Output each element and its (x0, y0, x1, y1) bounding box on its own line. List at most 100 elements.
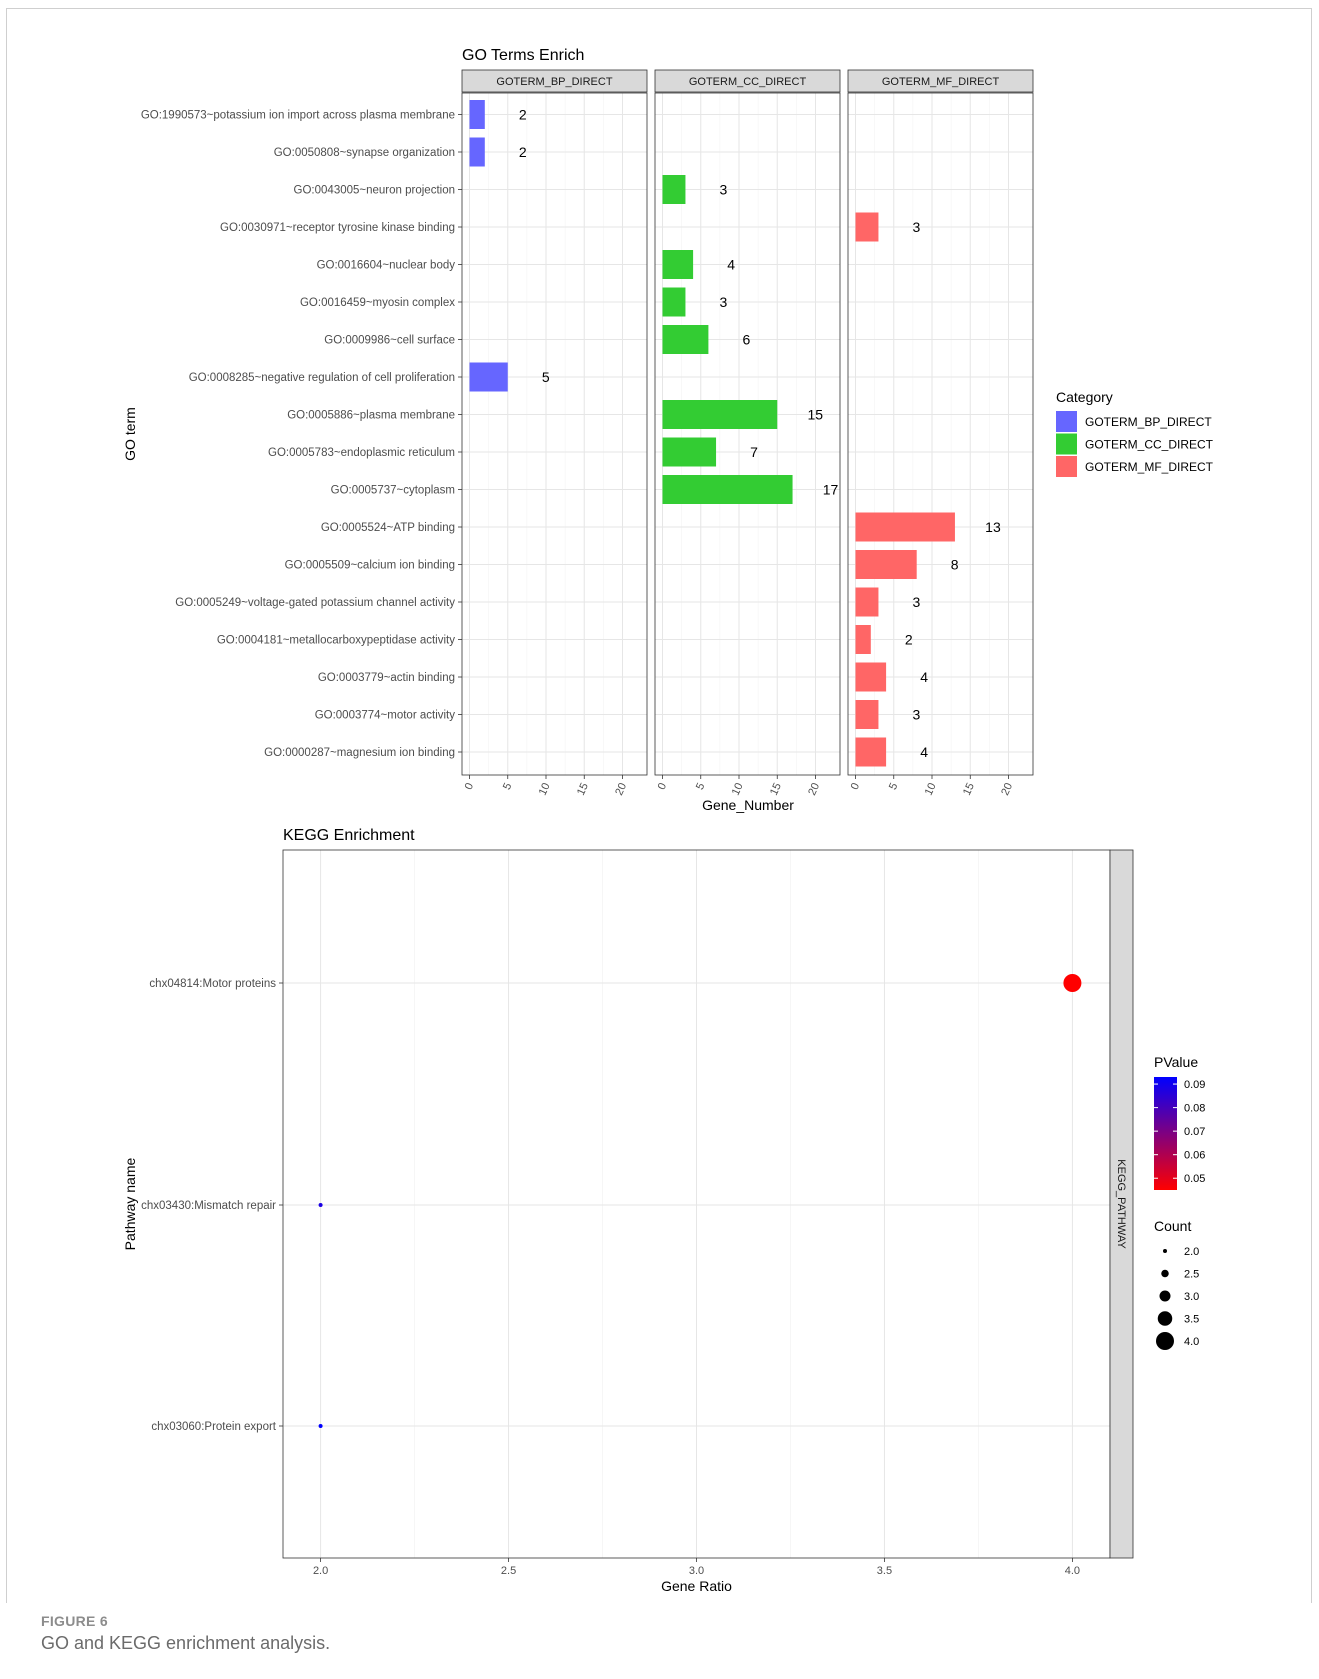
figure-chart-canvas: GO Terms Enrich GOTERM_BP_DIRECT 2 2 5 0 5 10 15… (122, 47, 1214, 1594)
bar-go-0050808-synapse-organization (469, 137, 485, 167)
bar-value-label: 8 (951, 557, 959, 573)
go-chart-title: GO Terms Enrich (462, 47, 584, 64)
kegg-y-axis-title: Pathway name (122, 1157, 138, 1250)
x-tick-label: 5 (694, 781, 707, 792)
y-tick-label-go-0004181-metallocarboxypeptidase-activity: GO:0004181~metallocarboxypeptidase activ… (217, 635, 455, 647)
bar-go-0030971-receptor-tyrosine-kinase-binding (855, 212, 879, 242)
x-tick-label: 15 (768, 781, 784, 797)
x-tick-label: 10 (730, 781, 746, 797)
y-tick-label-go-0005249-voltage-gated-potassium-channel-activity: GO:0005249~voltage-gated potassium chann… (175, 597, 455, 609)
x-tick-label: 0 (463, 781, 476, 792)
figure-frame (6, 8, 1312, 1603)
count-legend-dot (1161, 1269, 1169, 1278)
facet-panel-border (847, 92, 1034, 776)
x-tick-label: 0 (656, 781, 669, 792)
bar-go-0000287-magnesium-ion-binding (855, 737, 887, 767)
y-tick-label-go-0005783-endoplasmic-reticulum: GO:0005783~endoplasmic reticulum (268, 447, 455, 459)
bar-go-0005737-cytoplasm (662, 475, 793, 504)
x-tick-label: 10 (923, 781, 939, 797)
kegg-x-axis-title: Gene Ratio (661, 1578, 732, 1594)
colorbar-tick-label: 0.09 (1184, 1079, 1205, 1091)
bar-value-label: 5 (542, 369, 550, 385)
bar-value-label: 2 (905, 632, 913, 648)
go-terms-chart: GO Terms Enrich GOTERM_BP_DIRECT 2 2 5 0 5 10 15… (122, 47, 1214, 813)
count-legend-label: 4.0 (1184, 1336, 1199, 1348)
count-legend-dot (1163, 1249, 1167, 1253)
bar-value-label: 2 (519, 107, 527, 123)
facet-panel-bg (848, 93, 1033, 775)
kegg-facet-strip (1109, 849, 1134, 1559)
facet-strip-label: GOTERM_CC_DIRECT (689, 76, 807, 88)
facet-panel-border (461, 92, 648, 776)
y-tick-label-go-1990573-potassium-ion-import-across-plasma-membrane: GO:1990573~potassium ion import across p… (141, 110, 455, 122)
x-tick-label: 5 (501, 781, 514, 792)
x-tick-label: 3.0 (689, 1565, 704, 1577)
legend-swatch-goterm-cc-direct (1056, 433, 1077, 455)
bar-go-0004181-metallocarboxypeptidase-activity (855, 625, 871, 654)
x-tick-label: 10 (537, 781, 553, 797)
bar-value-label: 13 (985, 519, 1001, 535)
y-tick-label-go-0016604-nuclear-body: GO:0016604~nuclear body (317, 260, 456, 272)
y-tick-label-go-0043005-neuron-projection: GO:0043005~neuron projection (294, 185, 455, 197)
facet-strip-goterm-mf-direct (847, 69, 1034, 93)
facet-strip-label: GOTERM_BP_DIRECT (496, 76, 612, 88)
legend-swatch-goterm-bp-direct (1056, 411, 1077, 432)
x-tick-label: 0 (849, 781, 862, 792)
bar-go-1990573-potassium-ion-import-across-plasma-membrane (469, 100, 485, 129)
bar-value-label: 6 (743, 332, 751, 348)
facet-panel-bg (462, 93, 647, 775)
count-legend-dot (1156, 1332, 1174, 1350)
bar-value-label: 7 (750, 444, 758, 460)
go-x-axis-title: Gene_Number (702, 797, 794, 813)
point-chx03430-mismatch-repair (318, 1203, 323, 1207)
y-tick-label-go-0005886-plasma-membrane: GO:0005886~plasma membrane (287, 410, 455, 422)
y-tick-label-go-0008285-negative-regulation-of-cell-proliferation: GO:0008285~negative regulation of cell p… (189, 372, 455, 384)
legend-label: GOTERM_MF_DIRECT (1085, 460, 1214, 474)
bar-value-label: 3 (913, 594, 921, 610)
count-legend-dot (1159, 1290, 1171, 1302)
y-tick-label-go-0005524-atp-binding: GO:0005524~ATP binding (321, 522, 455, 534)
legend-label: GOTERM_BP_DIRECT (1085, 415, 1212, 429)
facet-panel-bg (655, 93, 840, 775)
bar-go-0005509-calcium-ion-binding (855, 550, 917, 579)
colorbar-tick-label: 0.05 (1184, 1173, 1205, 1185)
colorbar-tick-label: 0.07 (1184, 1126, 1205, 1138)
y-tick-label-go-0050808-synapse-organization: GO:0050808~synapse organization (274, 147, 455, 159)
facet-strip-goterm-cc-direct (654, 69, 841, 93)
x-tick-label: 2.5 (501, 1565, 516, 1577)
point-chx04814-motor-proteins (1063, 974, 1082, 992)
pvalue-colorbar (1154, 1077, 1177, 1190)
y-tick-label-chx03060-protein-export: chx03060:Protein export (151, 1421, 276, 1433)
colorbar-tick-label: 0.06 (1184, 1150, 1205, 1162)
y-tick-label-go-0003774-motor-activity: GO:0003774~motor activity (315, 710, 456, 722)
y-tick-label-go-0005737-cytoplasm: GO:0005737~cytoplasm (331, 485, 455, 497)
kegg-chart-title: KEGG Enrichment (283, 827, 415, 844)
x-tick-label: 4.0 (1065, 1565, 1080, 1577)
bar-value-label: 17 (823, 482, 839, 498)
facet-strip-goterm-bp-direct (461, 69, 648, 93)
pvalue-legend-title: PValue (1154, 1054, 1198, 1070)
bar-value-label: 4 (727, 257, 735, 273)
bar-go-0008285-negative-regulation-of-cell-proliferation (469, 362, 508, 392)
x-tick-label: 20 (999, 781, 1015, 797)
bar-value-label: 3 (913, 219, 921, 235)
bar-go-0005783-endoplasmic-reticulum (662, 437, 717, 467)
bar-go-0009986-cell-surface (662, 325, 709, 354)
count-legend-title: Count (1154, 1218, 1191, 1234)
bar-go-0016604-nuclear-body (662, 250, 694, 279)
count-legend-label: 3.0 (1184, 1291, 1199, 1303)
go-legend-title: Category (1056, 389, 1113, 405)
bar-go-0005249-voltage-gated-potassium-channel-activity (855, 587, 879, 617)
y-tick-label-go-0016459-myosin-complex: GO:0016459~myosin complex (300, 297, 455, 309)
x-tick-label: 3.5 (877, 1565, 892, 1577)
y-tick-label-go-0030971-receptor-tyrosine-kinase-binding: GO:0030971~receptor tyrosine kinase bind… (220, 222, 455, 234)
y-tick-label-chx04814-motor-proteins: chx04814:Motor proteins (149, 978, 276, 990)
point-chx03060-protein-export (318, 1424, 323, 1428)
x-tick-label: 15 (961, 781, 977, 797)
bar-go-0005886-plasma-membrane (662, 400, 778, 429)
colorbar-tick-label: 0.08 (1184, 1103, 1205, 1115)
y-tick-label-go-0000287-magnesium-ion-binding: GO:0000287~magnesium ion binding (264, 747, 455, 759)
bar-value-label: 3 (913, 707, 921, 723)
figure-caption: GO and KEGG enrichment analysis. (41, 1633, 331, 1653)
y-tick-label-go-0009986-cell-surface: GO:0009986~cell surface (324, 335, 455, 347)
